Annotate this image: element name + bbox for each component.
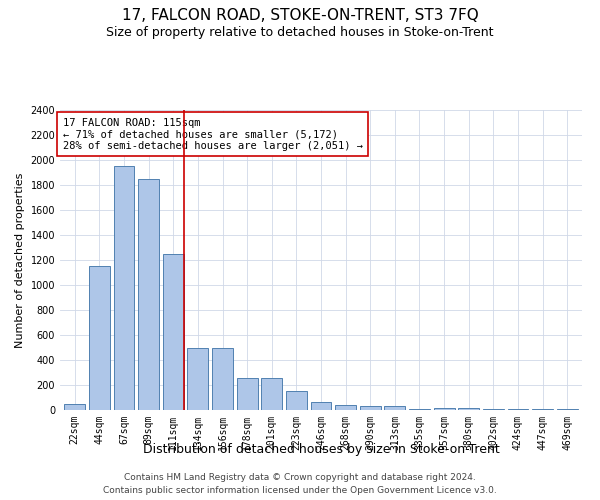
Bar: [89, 266, 110, 410]
Bar: [335, 405, 356, 410]
Bar: [311, 402, 331, 410]
Text: 17 FALCON ROAD: 115sqm
← 71% of detached houses are smaller (5,172)
28% of semi-: 17 FALCON ROAD: 115sqm ← 71% of detached…: [62, 118, 362, 150]
Y-axis label: Number of detached properties: Number of detached properties: [15, 172, 25, 348]
Bar: [113, 166, 134, 410]
Text: Contains HM Land Registry data © Crown copyright and database right 2024.: Contains HM Land Registry data © Crown c…: [124, 472, 476, 482]
Text: 17, FALCON ROAD, STOKE-ON-TRENT, ST3 7FQ: 17, FALCON ROAD, STOKE-ON-TRENT, ST3 7FQ: [122, 8, 478, 22]
Bar: [286, 391, 307, 410]
Bar: [64, 404, 85, 410]
Bar: [163, 254, 184, 410]
Text: Contains public sector information licensed under the Open Government Licence v3: Contains public sector information licen…: [103, 486, 497, 495]
Text: Size of property relative to detached houses in Stoke-on-Trent: Size of property relative to detached ho…: [106, 26, 494, 39]
Bar: [360, 406, 381, 410]
Bar: [261, 378, 282, 410]
Bar: [385, 406, 406, 410]
Bar: [458, 408, 479, 410]
Text: Distribution of detached houses by size in Stoke-on-Trent: Distribution of detached houses by size …: [143, 442, 499, 456]
Bar: [212, 348, 233, 410]
Bar: [236, 378, 257, 410]
Bar: [187, 348, 208, 410]
Bar: [434, 408, 455, 410]
Bar: [138, 179, 159, 410]
